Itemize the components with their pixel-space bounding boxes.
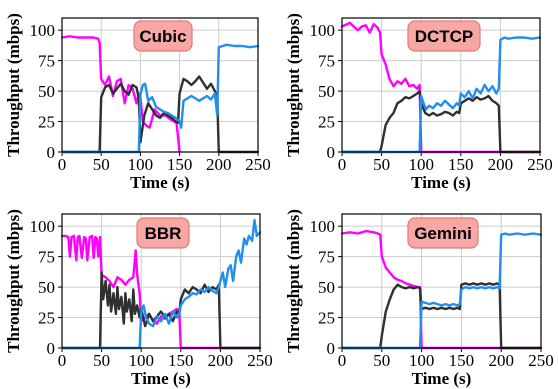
chart-title: Cubic bbox=[139, 27, 186, 46]
y-tick-label: 100 bbox=[310, 21, 336, 40]
x-tick-label: 250 bbox=[247, 351, 273, 370]
y-tick-label: 0 bbox=[327, 143, 336, 162]
y-tick-label: 25 bbox=[38, 309, 55, 328]
y-tick-label: 50 bbox=[38, 278, 55, 297]
x-tick-label: 200 bbox=[208, 351, 234, 370]
series-line-flow1 bbox=[60, 35, 181, 154]
x-tick-label: 200 bbox=[488, 351, 514, 370]
series-line-flow3 bbox=[60, 218, 262, 350]
series-line-flow2 bbox=[60, 271, 262, 350]
y-tick-label: 0 bbox=[47, 143, 56, 162]
y-tick-label: 50 bbox=[318, 278, 335, 297]
y-tick-label: 100 bbox=[310, 217, 336, 236]
x-tick-label: 50 bbox=[93, 155, 110, 174]
y-tick-label: 100 bbox=[30, 21, 56, 40]
y-axis-label: Throughput (mbps) bbox=[4, 13, 23, 157]
series-line-flow3 bbox=[60, 43, 260, 154]
x-tick-label: 100 bbox=[128, 155, 154, 174]
x-tick-label: 100 bbox=[128, 351, 154, 370]
title-badge bbox=[133, 20, 193, 52]
series-line-flow1 bbox=[340, 21, 542, 154]
x-tick-label: 0 bbox=[338, 155, 347, 174]
x-tick-label: 150 bbox=[167, 155, 193, 174]
x-tick-label: 0 bbox=[58, 351, 67, 370]
x-tick-label: 250 bbox=[528, 351, 554, 370]
x-tick-label: 50 bbox=[373, 155, 390, 174]
title-badge bbox=[407, 217, 479, 249]
series-line-flow3 bbox=[340, 36, 542, 154]
series-line-flow2 bbox=[60, 75, 260, 154]
y-tick-label: 100 bbox=[30, 217, 56, 236]
title-badge bbox=[407, 20, 481, 52]
x-tick-label: 0 bbox=[58, 155, 67, 174]
y-tick-label: 75 bbox=[38, 248, 55, 267]
y-tick-label: 25 bbox=[318, 309, 335, 328]
x-tick-label: 0 bbox=[338, 351, 347, 370]
title-badge bbox=[136, 217, 190, 249]
y-tick-label: 75 bbox=[38, 52, 55, 71]
y-tick-label: 25 bbox=[38, 113, 55, 132]
x-tick-label: 150 bbox=[449, 351, 475, 370]
chart-title: BBR bbox=[145, 224, 182, 243]
series-line-flow2 bbox=[340, 89, 542, 154]
series-line-flow1 bbox=[60, 234, 262, 350]
y-axis-label: Throughput (mbps) bbox=[4, 209, 23, 353]
chart-title: DCTCP bbox=[415, 27, 474, 46]
x-tick-label: 100 bbox=[408, 155, 434, 174]
x-tick-label: 150 bbox=[448, 155, 474, 174]
y-tick-label: 50 bbox=[38, 82, 55, 101]
y-tick-label: 0 bbox=[47, 339, 56, 358]
x-tick-label: 200 bbox=[206, 155, 232, 174]
x-axis-label: Time (s) bbox=[131, 369, 191, 388]
series-line-flow1 bbox=[340, 229, 543, 350]
y-axis-label: Throughput (mbps) bbox=[284, 209, 303, 353]
y-axis-label: Throughput (mbps) bbox=[284, 13, 303, 157]
x-tick-label: 250 bbox=[527, 155, 553, 174]
x-axis-label: Time (s) bbox=[130, 173, 190, 192]
plot-frame bbox=[61, 213, 261, 349]
plot-frame bbox=[341, 213, 542, 349]
y-tick-label: 0 bbox=[327, 339, 336, 358]
series-line-flow2 bbox=[340, 282, 543, 350]
chart-title: Gemini bbox=[414, 224, 472, 243]
x-tick-label: 50 bbox=[373, 351, 390, 370]
y-tick-label: 75 bbox=[318, 52, 335, 71]
x-tick-label: 150 bbox=[168, 351, 194, 370]
x-tick-label: 100 bbox=[409, 351, 435, 370]
x-tick-label: 250 bbox=[245, 155, 271, 174]
x-axis-label: Time (s) bbox=[412, 369, 472, 388]
x-axis-label: Time (s) bbox=[411, 173, 471, 192]
x-tick-label: 50 bbox=[93, 351, 110, 370]
series-line-flow3 bbox=[340, 232, 543, 350]
y-tick-label: 50 bbox=[318, 82, 335, 101]
y-tick-label: 75 bbox=[318, 248, 335, 267]
y-tick-label: 25 bbox=[318, 113, 335, 132]
plot-frame bbox=[341, 17, 541, 153]
plot-frame bbox=[61, 17, 259, 153]
x-tick-label: 200 bbox=[488, 155, 514, 174]
